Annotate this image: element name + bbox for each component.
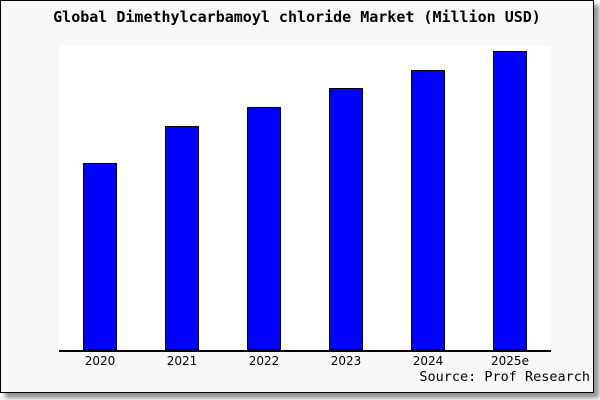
x-tick-label-2020: 2020 [84,354,116,368]
bar-2021 [165,126,199,350]
bar-2023 [329,88,363,350]
bar-slot [223,45,305,350]
x-tick-label-2021: 2021 [166,354,198,368]
bar-2020 [83,163,117,350]
source-credit: Source: Prof Research [419,369,590,385]
bar-slot [141,45,223,350]
bar-slot [387,45,469,350]
x-tick-label-2022: 2022 [248,354,280,368]
x-tick-label-2025e: 2025e [491,354,529,368]
bar-2024 [411,70,445,350]
chart-title: Global Dimethylcarbamoyl chloride Market… [53,8,541,26]
bar-slot [305,45,387,350]
x-tick-label-2023: 2023 [330,354,362,368]
x-tick-label-2024: 2024 [412,354,444,368]
bar-2025e [493,51,527,350]
x-axis: 2020 2021 2022 2023 2024 2025e [59,354,551,368]
plot-area [59,45,551,352]
bar-slot [59,45,141,350]
chart-frame: Global Dimethylcarbamoyl chloride Market… [0,0,594,393]
bar-slot [469,45,551,350]
bar-2022 [247,107,281,350]
